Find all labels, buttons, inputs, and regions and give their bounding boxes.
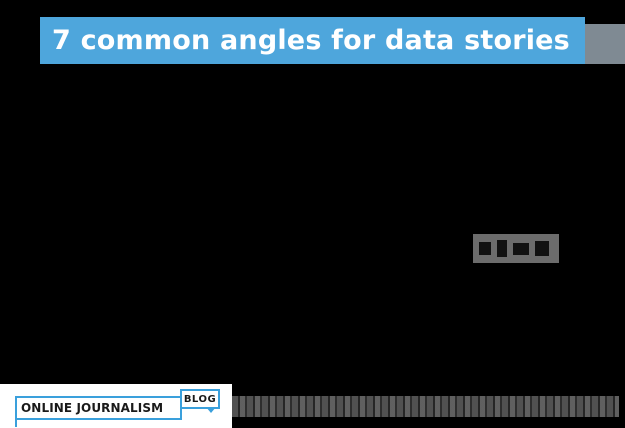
speech-bubble-tail-icon bbox=[206, 407, 216, 413]
footer-caption-strip bbox=[232, 396, 619, 417]
mark-block bbox=[497, 240, 507, 257]
online-journalism-logo: ONLINE JOURNALISM bbox=[15, 396, 182, 420]
mark-block bbox=[513, 243, 529, 255]
blog-badge-text: BLOG bbox=[183, 393, 217, 405]
logo-tail bbox=[15, 419, 21, 427]
mark-block bbox=[479, 242, 491, 255]
page-title: 7 common angles for data stories bbox=[52, 25, 570, 56]
mark-block bbox=[535, 241, 549, 256]
logo-text: ONLINE JOURNALISM bbox=[21, 401, 164, 415]
title-banner: 7 common angles for data stories bbox=[40, 17, 585, 64]
blog-speech-bubble: BLOG bbox=[180, 389, 220, 409]
title-shadow-block bbox=[584, 24, 625, 64]
redacted-mark bbox=[473, 234, 559, 263]
